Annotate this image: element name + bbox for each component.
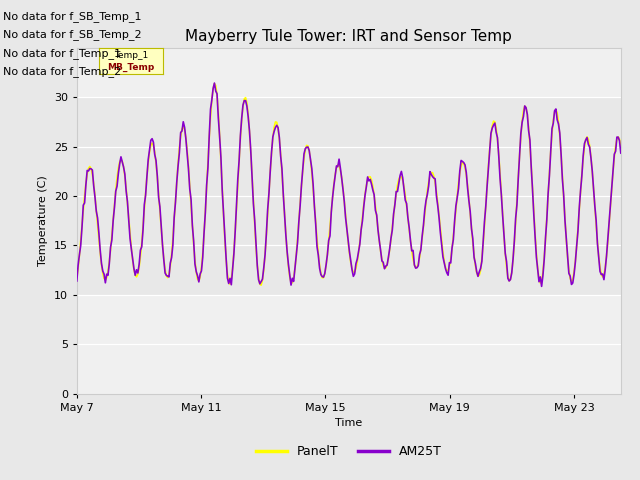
Text: No data for f_Temp_2: No data for f_Temp_2 — [3, 66, 122, 77]
Text: MB_Temp: MB_Temp — [108, 63, 155, 72]
X-axis label: Time: Time — [335, 418, 362, 428]
Bar — [77, 97, 621, 295]
Title: Mayberry Tule Tower: IRT and Sensor Temp: Mayberry Tule Tower: IRT and Sensor Temp — [186, 29, 512, 44]
Text: No data for f_SB_Temp_2: No data for f_SB_Temp_2 — [3, 29, 142, 40]
Legend: PanelT, AM25T: PanelT, AM25T — [251, 440, 447, 463]
Text: No data for f_Temp_1: No data for f_Temp_1 — [3, 48, 122, 59]
Text: No data for f_SB_Temp_1: No data for f_SB_Temp_1 — [3, 11, 141, 22]
Y-axis label: Temperature (C): Temperature (C) — [38, 175, 48, 266]
Text: Temp_1: Temp_1 — [114, 51, 148, 60]
